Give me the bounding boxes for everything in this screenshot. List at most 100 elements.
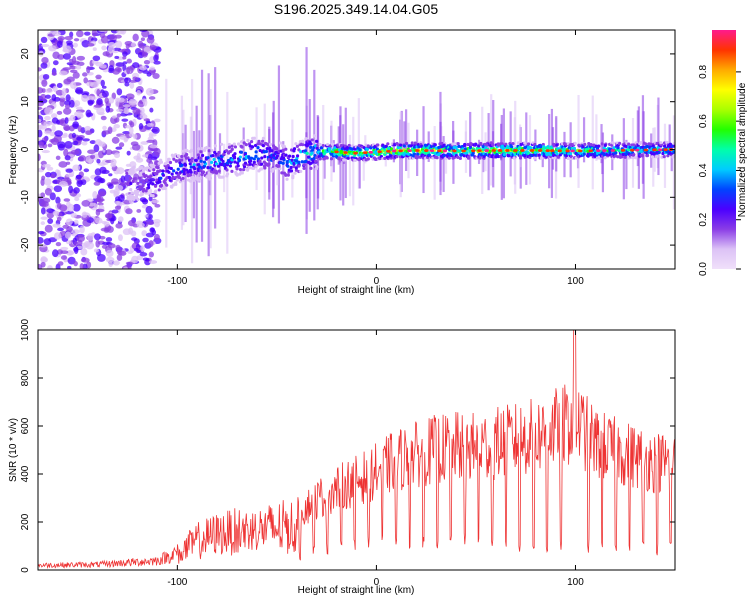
heatmap-cell: [72, 203, 81, 212]
heatmap-cell: [230, 144, 234, 148]
heatmap-cell: [505, 149, 510, 152]
heatmap-cell: [620, 155, 624, 159]
heatmap-cell: [591, 95, 594, 190]
heatmap-cell: [232, 142, 236, 146]
heatmap-cell: [175, 178, 179, 182]
heatmap-cell: [662, 144, 667, 148]
heatmap-cell: [366, 144, 370, 148]
heatmap-cell: [52, 85, 58, 93]
heatmap-cell: [44, 107, 54, 115]
heatmap-cell: [70, 212, 77, 218]
heatmap-cell: [138, 176, 142, 180]
heatmap-cell: [291, 119, 294, 198]
heatmap-cell: [40, 261, 46, 268]
heatmap-cell: [234, 170, 238, 175]
heatmap-cell: [518, 145, 522, 150]
heatmap-cell: [126, 58, 132, 64]
heatmap-cell: [94, 217, 103, 224]
heatmap-cell: [310, 151, 314, 155]
heatmap-cell: [267, 158, 271, 162]
heatmap-cell: [167, 157, 171, 161]
heatmap-cell: [196, 168, 201, 173]
heatmap-cell: [281, 156, 286, 160]
heatmap-cell: [189, 173, 193, 177]
heatmap-cell: [264, 149, 269, 154]
heatmap-cell: [182, 109, 185, 226]
heatmap-cell: [83, 168, 90, 173]
heatmap-cell: [128, 198, 134, 205]
heatmap-cell: [608, 153, 612, 157]
heatmap-cell: [116, 88, 123, 96]
heatmap-cell: [171, 183, 175, 187]
heatmap-cell: [105, 105, 111, 113]
heatmap-cell: [324, 155, 329, 159]
heatmap-cell: [148, 240, 154, 248]
heatmap-cell: [202, 160, 207, 164]
heatmap-cell: [156, 166, 160, 170]
heatmap-cell: [59, 99, 65, 107]
heatmap-cell: [596, 149, 601, 153]
heatmap-cell: [129, 187, 133, 192]
heatmap-cell: [41, 175, 46, 181]
heatmap-cell: [672, 142, 675, 146]
heatmap-cell: [180, 163, 184, 167]
heatmap-cell: [284, 153, 288, 157]
heatmap-cell: [71, 60, 80, 65]
heatmap-cell: [40, 221, 46, 226]
heatmap-cell: [383, 156, 387, 160]
heatmap-cell: [581, 145, 585, 149]
heatmap-cell: [209, 160, 214, 164]
heatmap-cell: [565, 149, 570, 153]
heatmap-cell: [171, 175, 176, 180]
heatmap-cell: [403, 121, 406, 153]
heatmap-cell: [94, 233, 101, 241]
heatmap-cell: [189, 116, 192, 195]
heatmap-cell: [141, 189, 146, 193]
heatmap-cell: [110, 158, 117, 166]
heatmap-cell: [659, 141, 663, 145]
heatmap-cell: [153, 147, 161, 156]
heatmap-cell: [44, 188, 52, 196]
heatmap-cell: [516, 141, 521, 145]
heatmap-cell: [577, 143, 581, 147]
heatmap-cell: [232, 156, 237, 160]
heatmap-cell: [124, 77, 129, 84]
heatmap-cell: [189, 170, 193, 174]
heatmap-cell: [165, 183, 169, 187]
heatmap-cell: [125, 261, 135, 265]
heatmap-cell: [72, 42, 78, 48]
heatmap-cell: [78, 155, 87, 162]
heatmap-cell: [410, 141, 414, 145]
heatmap-cell: [573, 141, 577, 145]
heatmap-cell: [120, 30, 127, 35]
snr-x-ticks: -100 0 100: [167, 330, 584, 588]
heatmap-cell: [131, 143, 141, 151]
heatmap-cell: [77, 125, 82, 133]
heatmap-cell: [592, 143, 596, 147]
heatmap-cell: [307, 155, 311, 159]
heatmap-cell: [362, 151, 368, 155]
heatmap-cell: [71, 132, 77, 139]
heatmap-cell: [52, 249, 59, 258]
heatmap-cell: [346, 156, 350, 160]
heatmap-cell: [642, 111, 645, 199]
heatmap-cell: [219, 142, 224, 146]
heatmap-cell: [318, 142, 322, 147]
heatmap-cell: [72, 123, 79, 128]
heatmap-cell: [64, 155, 71, 161]
heatmap-cell: [392, 151, 396, 156]
heatmap-cell: [149, 66, 156, 71]
heatmap-cell: [144, 174, 148, 178]
heatmap-cell: [442, 136, 445, 192]
colorbar-label: Normalized spectral amplitude: [737, 82, 748, 217]
heatmap-cell: [295, 144, 300, 148]
heatmap-cell: [271, 112, 275, 218]
heatmap-cell: [108, 65, 115, 72]
heatmap-cell: [70, 149, 80, 155]
heatmap-cell: [138, 122, 144, 130]
heatmap-cell: [111, 209, 119, 214]
heatmap-cell: [652, 148, 657, 152]
heatmap-cell: [55, 155, 61, 160]
heatmap-cell: [38, 129, 43, 138]
heatmap-cell: [137, 40, 144, 48]
